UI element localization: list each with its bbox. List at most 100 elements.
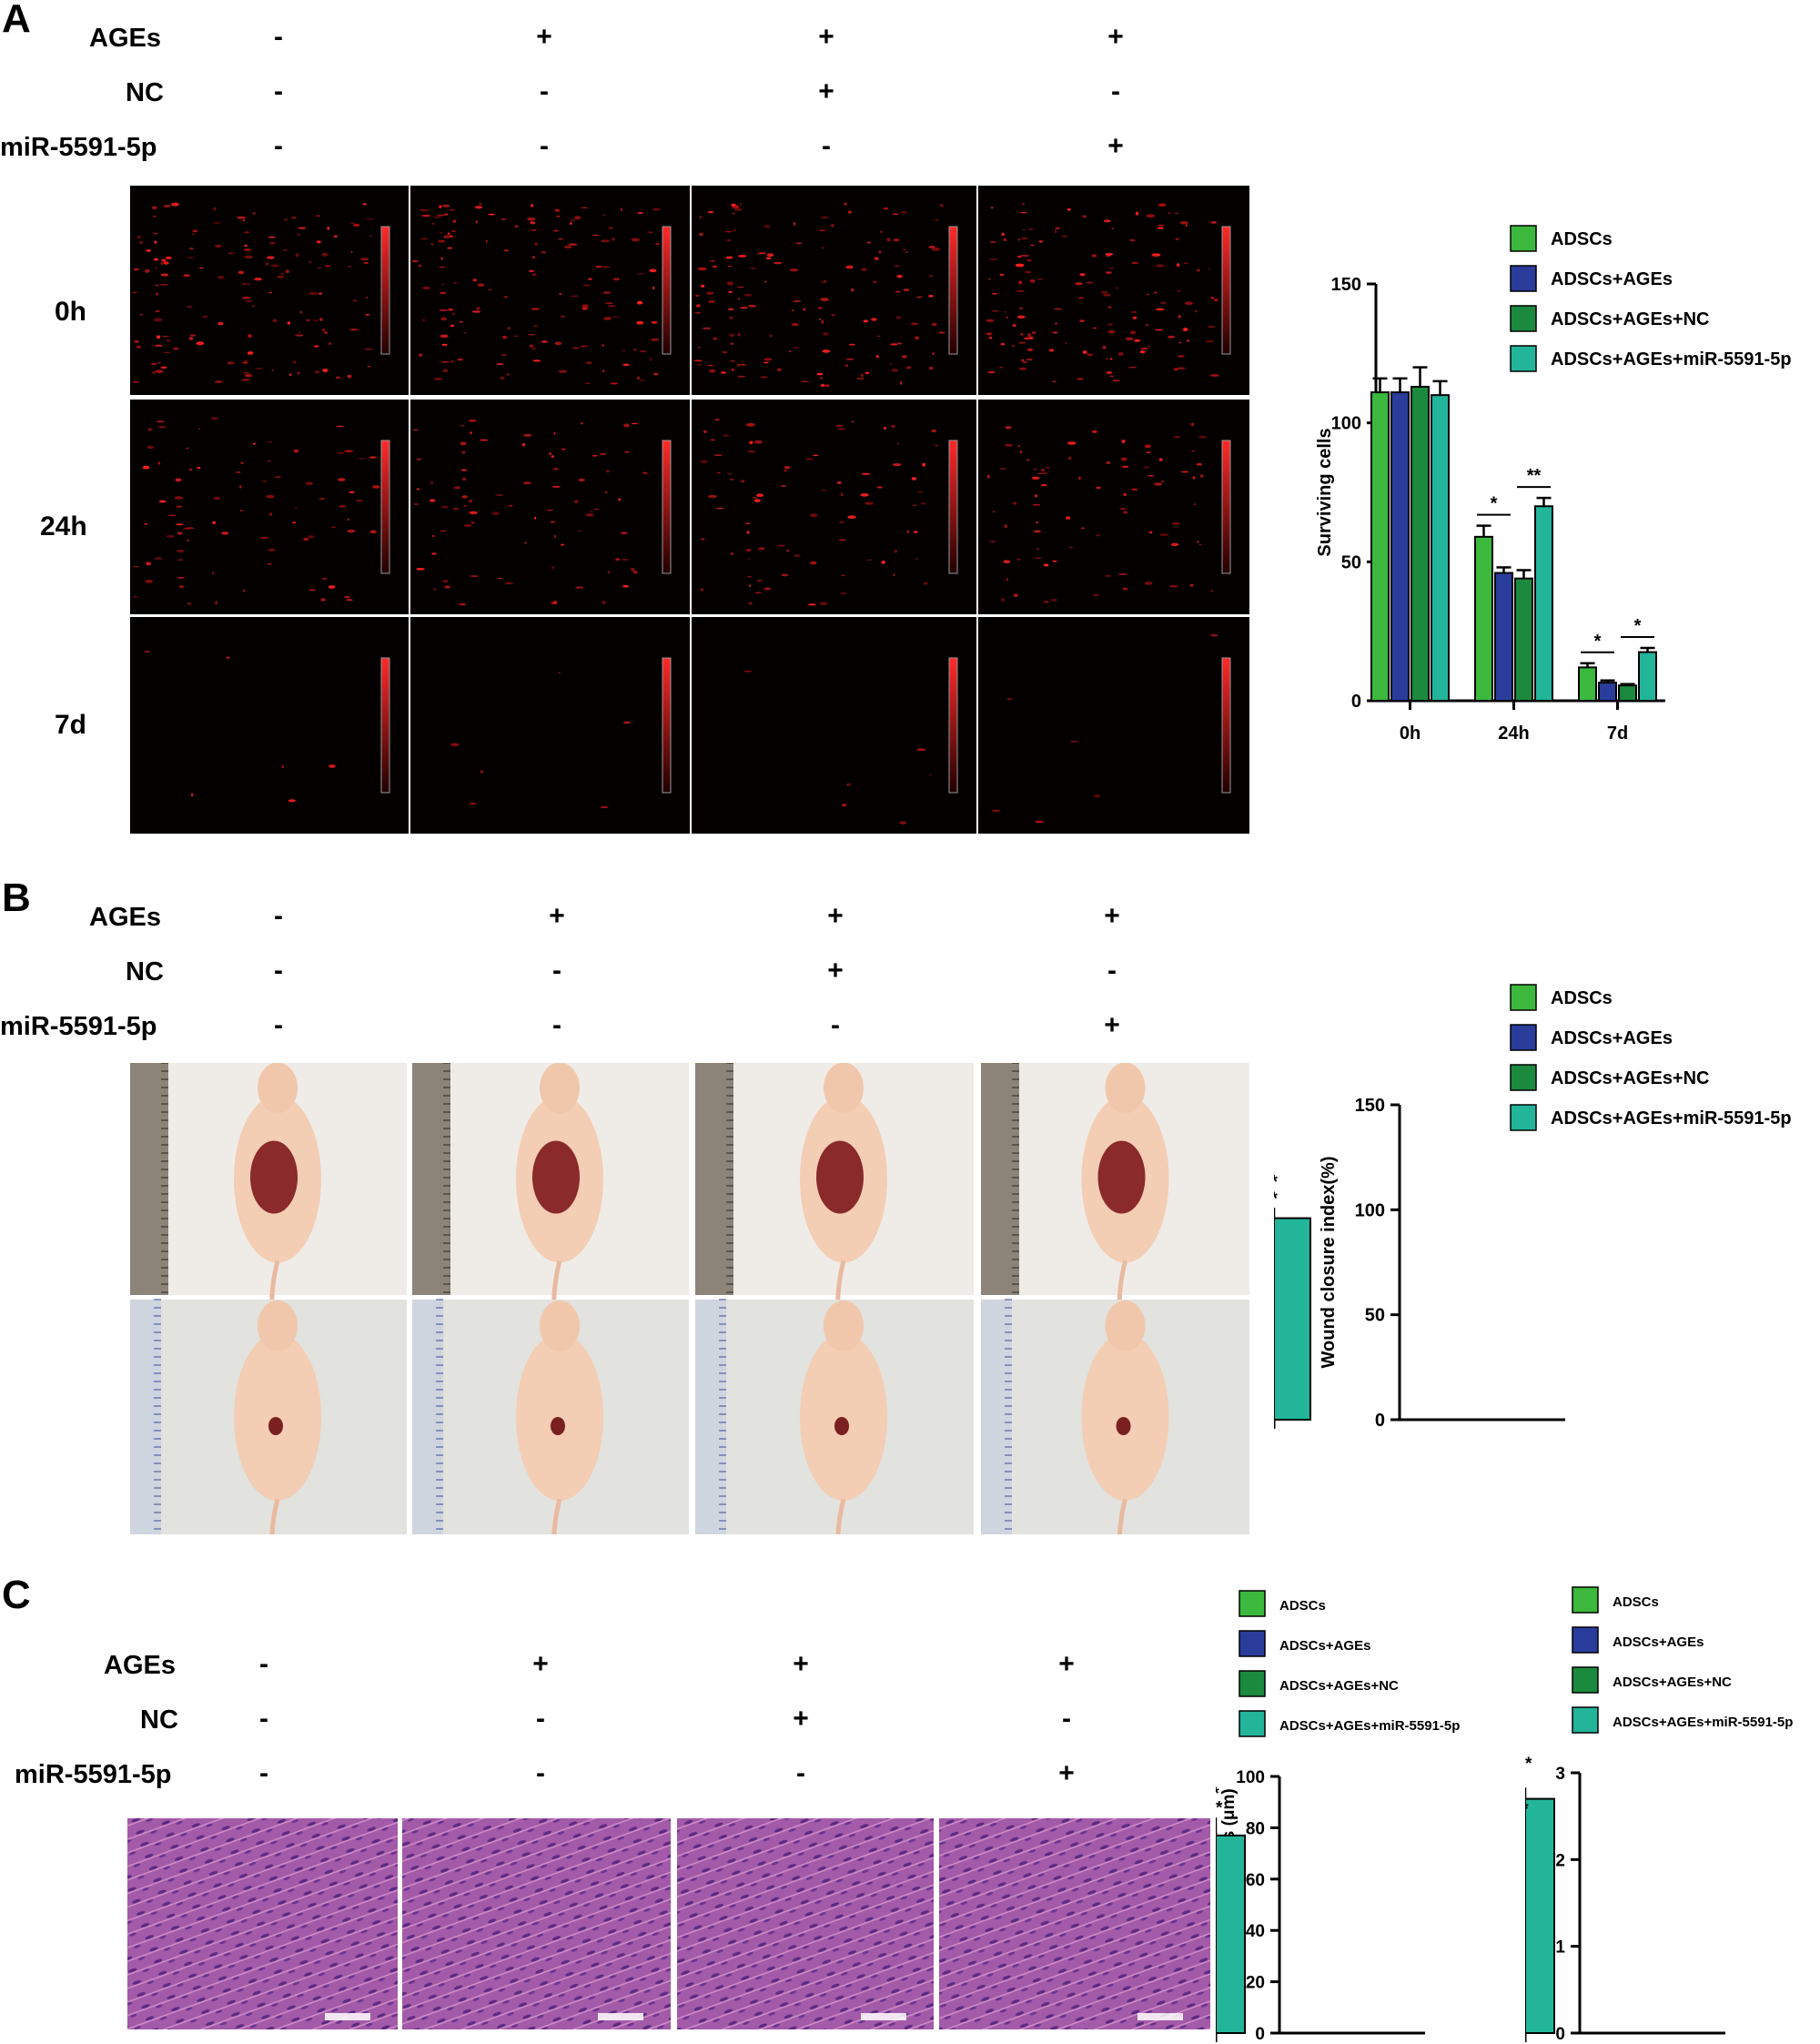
fluorescent-cell — [823, 280, 827, 282]
fluorescent-cell — [171, 202, 179, 207]
fluorescent-cell — [546, 510, 554, 511]
fluorescent-cell — [432, 217, 441, 218]
fluorescent-cell — [321, 329, 326, 332]
fluorescent-cell — [513, 335, 519, 338]
time-label-0h: 0h — [55, 297, 87, 327]
panel-c-sign: + — [793, 1649, 809, 1679]
ruler — [412, 1300, 443, 1534]
fluorescent-cell — [1148, 345, 1150, 347]
fluorescent-cell — [347, 374, 352, 379]
fluorescent-cell — [156, 292, 158, 296]
fluorescent-cell — [450, 235, 453, 238]
mouse-head — [540, 1300, 580, 1351]
fluorescent-cell — [163, 351, 171, 353]
fluorescent-cell — [1144, 582, 1153, 585]
fluorescent-cell — [453, 486, 460, 490]
fluorescent-cell — [600, 452, 607, 455]
fluorescent-cell — [267, 562, 272, 565]
fluorescent-cell — [1013, 501, 1017, 505]
fluorescent-cell — [327, 227, 330, 230]
fluorescent-cell — [553, 431, 556, 435]
fluorescent-cell — [254, 278, 262, 281]
panel-b-row-label-ages: AGEs — [89, 903, 161, 932]
fluorescent-cell — [622, 363, 630, 366]
fluorescent-cell — [931, 322, 937, 327]
fluorescent-cell — [605, 470, 611, 473]
fluorescent-cell — [245, 300, 253, 302]
fluorescent-cell — [706, 364, 714, 367]
fluorescent-cell — [532, 359, 541, 362]
mouse-tail — [835, 1498, 846, 1534]
fluorescent-cell — [1026, 258, 1032, 262]
fluorescent-cell — [631, 422, 639, 425]
fluorescent-cell — [508, 504, 513, 507]
fluorescent-cell — [1123, 492, 1127, 497]
fluorescent-cell — [153, 318, 163, 322]
fluorescent-cell — [163, 204, 171, 208]
fluorescent-cell — [433, 588, 437, 591]
fluorescent-cell — [915, 336, 920, 340]
fluorescent-cell — [824, 384, 830, 388]
fluorescent-cell — [158, 500, 167, 503]
fluorescent-cell — [1168, 335, 1176, 339]
fluorescent-cell — [434, 378, 442, 380]
fluorescence-tile — [130, 400, 409, 614]
fluorescent-cell — [146, 249, 152, 252]
fluorescent-cell — [441, 343, 448, 346]
he-stain-tile — [402, 1818, 671, 2029]
fluorescent-cell — [475, 220, 478, 224]
y-tick-label: 2 — [1555, 1851, 1565, 1870]
y-tick-label: 50 — [1365, 1306, 1385, 1326]
fluorescent-cell — [244, 255, 253, 259]
fluorescent-cell — [243, 589, 246, 592]
fluorescent-cell — [1130, 310, 1138, 313]
fluorescent-cell — [157, 335, 161, 339]
mouse-head — [540, 1063, 580, 1114]
fluorescent-cell — [736, 286, 744, 288]
fluorescent-cell — [462, 477, 467, 481]
fluorescent-cell — [1160, 301, 1167, 305]
fluorescent-cell — [496, 363, 504, 366]
fluorescent-cell — [160, 262, 164, 265]
panel-b-sign: + — [1104, 901, 1120, 931]
fluorescent-cell — [1029, 336, 1034, 340]
fluorescent-cell — [1068, 546, 1074, 549]
fluorescent-cell — [365, 313, 370, 316]
panel-b-row-label-mir: miR-5591-5p — [0, 1012, 157, 1041]
fluorescent-cell — [1145, 324, 1149, 327]
fluorescent-cell — [1127, 366, 1138, 369]
fluorescent-cell — [991, 809, 1000, 812]
fluorescent-cell — [463, 524, 472, 527]
fluorescent-cell — [308, 589, 316, 592]
fluorescent-cell — [580, 422, 583, 425]
fluorescent-cell — [745, 549, 752, 551]
fluorescent-cell — [1198, 436, 1208, 439]
fluorescent-cell — [157, 461, 161, 465]
fluorescent-cell — [651, 338, 660, 341]
fluorescent-cell — [187, 602, 191, 605]
fluorescent-cell — [1067, 456, 1072, 460]
fluorescent-cell — [151, 206, 157, 209]
fluorescent-cell — [329, 764, 336, 768]
panel-c-sign: - — [259, 1649, 268, 1679]
fluorescent-cell — [1158, 203, 1167, 207]
fluorescent-cell — [1208, 326, 1216, 328]
fluorescent-cell — [529, 344, 534, 348]
fluorescent-cell — [1155, 308, 1165, 311]
y-tick-label: 0 — [1255, 2025, 1265, 2044]
fluorescent-cell — [784, 470, 788, 472]
panel-c-sign: + — [1058, 1758, 1075, 1788]
fluorescent-cell — [1134, 339, 1141, 342]
legend-swatch — [1572, 1586, 1599, 1614]
fluorescent-cell — [411, 259, 419, 263]
fluorescent-cell — [847, 515, 856, 519]
fluorescent-cell — [369, 235, 372, 238]
fluorescent-cell — [1171, 522, 1180, 525]
y-tick-label: 3 — [1555, 1765, 1565, 1784]
fluorescent-cell — [831, 314, 836, 316]
fluorescent-cell — [449, 208, 455, 211]
fluorescent-cell — [451, 230, 456, 232]
fluorescent-cell — [1036, 278, 1044, 280]
fluorescent-cell — [988, 278, 991, 280]
